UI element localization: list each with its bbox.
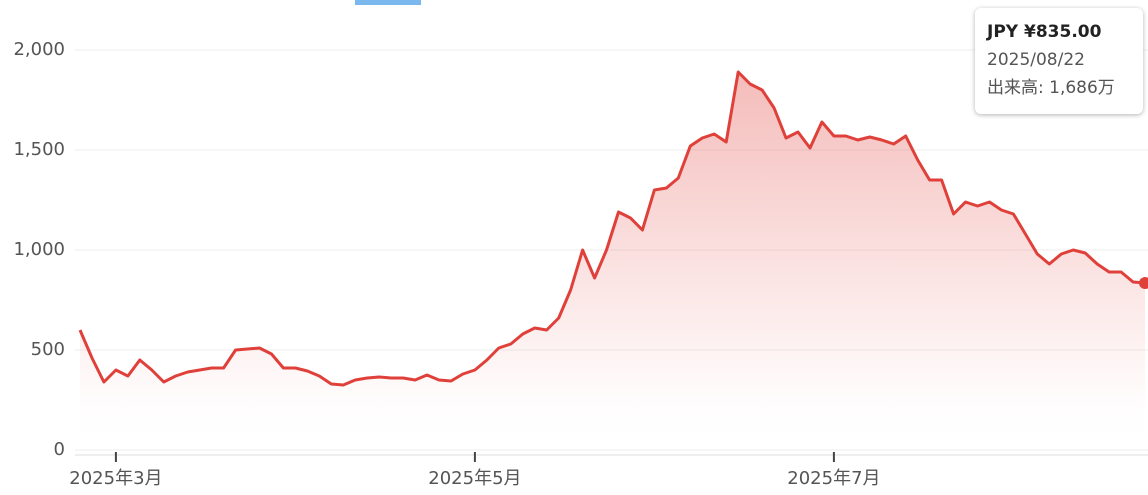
x-tick-label: 2025年3月 (69, 468, 162, 489)
tooltip-date: 2025/08/22 (987, 50, 1085, 70)
y-tick-label: 0 (54, 439, 65, 460)
tooltip-price: JPY ¥835.00 (987, 22, 1102, 42)
last-point (1139, 277, 1148, 289)
y-tick-label: 1,500 (13, 139, 65, 160)
area (80, 72, 1146, 450)
tooltip-volume: 出来高: 1,686万 (987, 78, 1115, 98)
y-tick-label: 2,000 (13, 39, 65, 60)
tooltip: JPY ¥835.00 2025/08/22 出来高: 1,686万 (975, 8, 1143, 114)
x-tick-label: 2025年7月 (787, 468, 880, 489)
tab-indicator (355, 0, 421, 5)
y-tick-label: 500 (31, 339, 65, 360)
y-tick-label: 1,000 (13, 239, 65, 260)
x-tick-label: 2025年5月 (428, 468, 521, 489)
line (78, 70, 1146, 387)
